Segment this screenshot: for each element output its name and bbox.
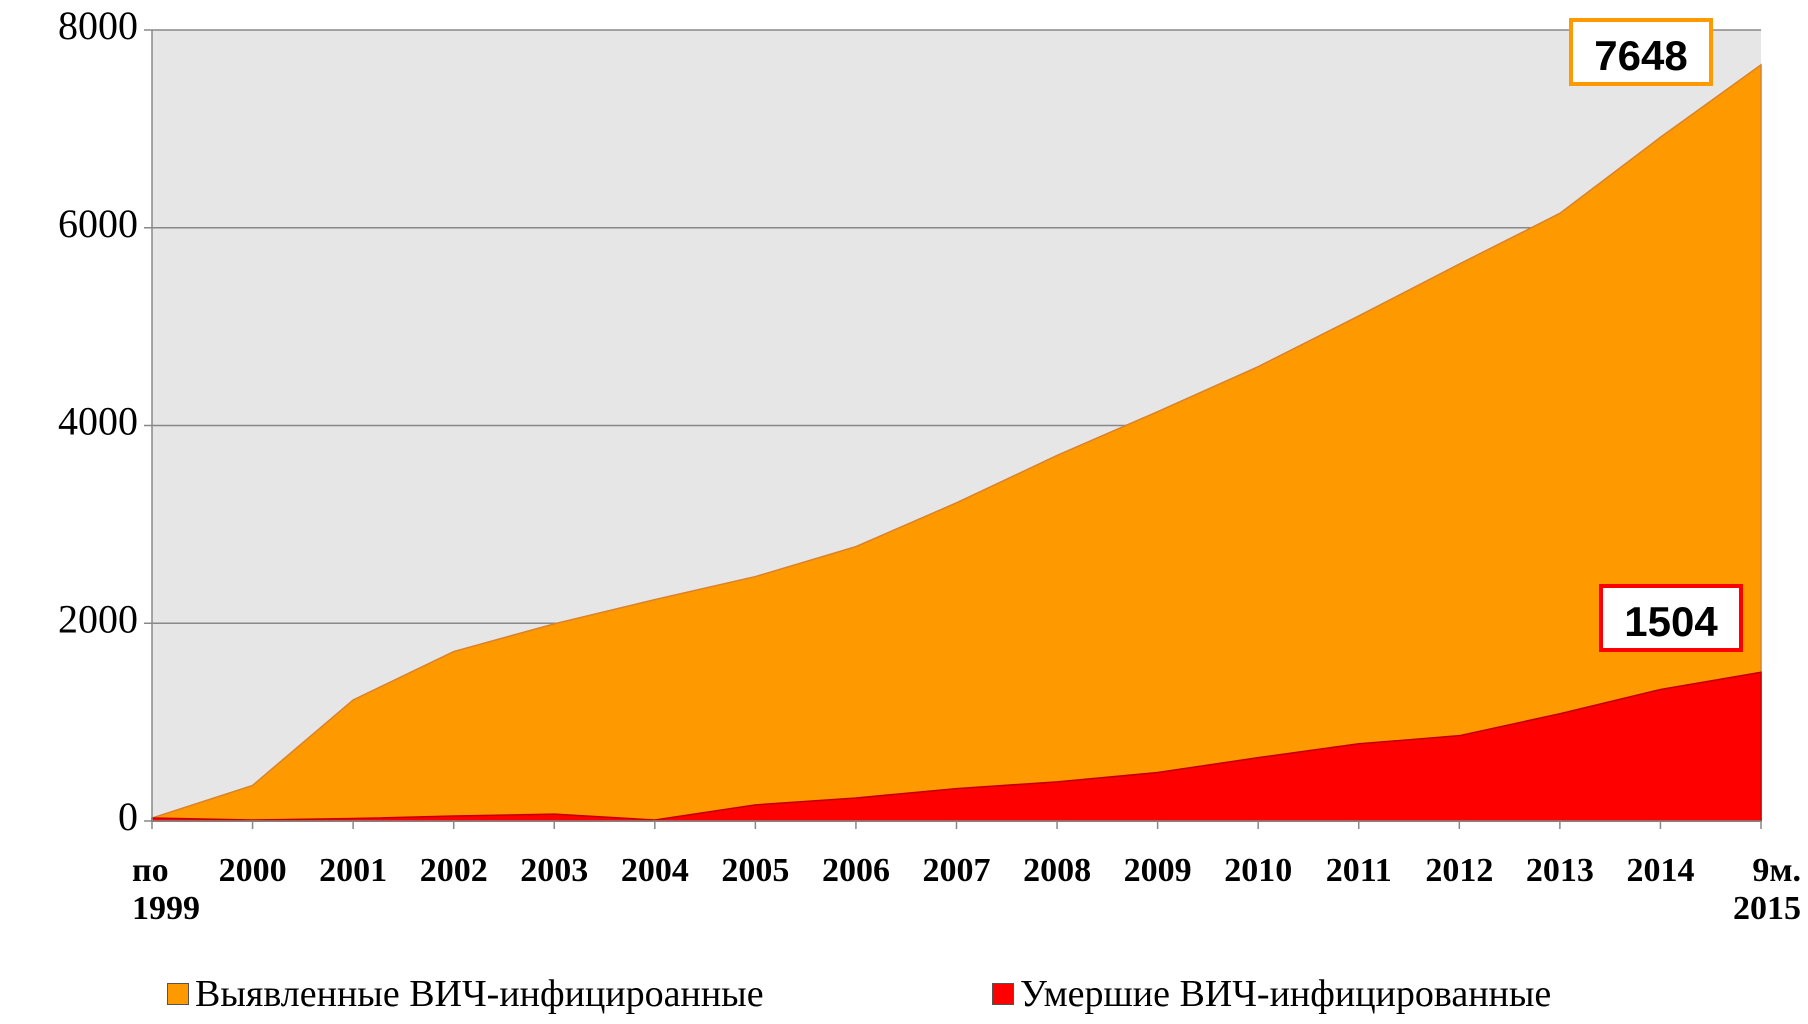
x-tick-label: 2000 (218, 852, 287, 889)
x-tick-label: 2010 (1224, 852, 1293, 889)
y-tick-label: 4000 (58, 399, 138, 444)
y-tick-label: 6000 (58, 201, 138, 246)
x-tick-label: 2004 (620, 852, 689, 889)
x-tick-label: 2005 (721, 852, 790, 889)
x-tick-label: 2001 (319, 852, 388, 889)
x-tick-label: 2008 (1023, 852, 1092, 889)
x-tick-label: 2006 (821, 852, 890, 889)
x-tick-label: 2007 (922, 852, 991, 889)
legend-swatch (992, 983, 1014, 1005)
x-tick-label: 2002 (419, 852, 488, 889)
area (151, 671, 1762, 822)
x-tick-label: 9м. 2015 (1733, 852, 1801, 927)
y-tick-label: 0 (118, 794, 138, 839)
x-tick-label: 2003 (520, 852, 589, 889)
area (151, 63, 1762, 822)
legend-swatch (167, 983, 189, 1005)
y-tick-label: 2000 (58, 596, 138, 641)
legend-label: Выявленные ВИЧ-инфицироанные (195, 973, 764, 1015)
legend-label: Умершие ВИЧ-инфицированные (1020, 973, 1552, 1015)
x-tick-label: 2012 (1425, 852, 1494, 889)
value-label: 1504 (1599, 584, 1743, 652)
x-tick-label: 2011 (1325, 852, 1392, 889)
x-tick-label: 2013 (1525, 852, 1594, 889)
value-label: 7648 (1569, 18, 1713, 86)
x-tick-label: по 1999 (132, 852, 200, 927)
x-tick-label: 2009 (1123, 852, 1192, 889)
y-tick-label: 8000 (58, 3, 138, 48)
x-tick-label: 2014 (1626, 852, 1695, 889)
